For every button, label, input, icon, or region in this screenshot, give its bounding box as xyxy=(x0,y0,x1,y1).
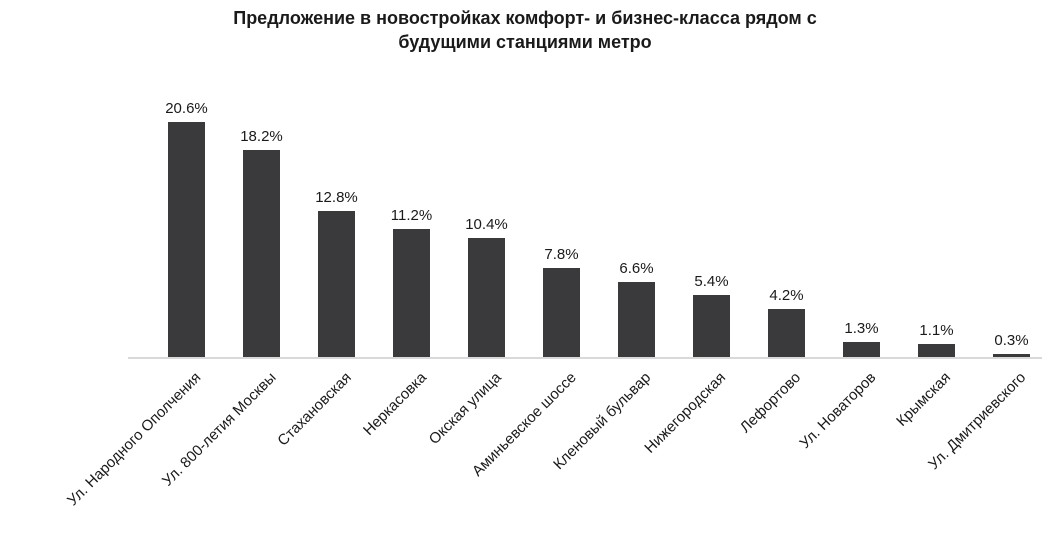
bar-value-label: 11.2% xyxy=(390,207,433,224)
x-axis-label: Стахановская xyxy=(274,369,355,450)
bar-value-label: 1.1% xyxy=(919,322,954,339)
x-axis-label: Крымская xyxy=(893,369,955,430)
x-axis-label: Лефортово xyxy=(737,369,805,437)
bar xyxy=(768,309,805,357)
bar-value-label: 7.8% xyxy=(544,246,579,263)
bar xyxy=(393,229,430,357)
bar-value-label: 20.6% xyxy=(165,100,208,117)
bar-value-label: 4.2% xyxy=(769,287,804,304)
bar xyxy=(993,354,1030,357)
bar-value-label: 12.8% xyxy=(315,189,358,206)
x-axis-line xyxy=(128,357,1042,359)
chart-title: Предложение в новостройках комфорт- и би… xyxy=(0,6,1050,54)
bar-value-label: 5.4% xyxy=(694,273,729,290)
bar-value-label: 0.3% xyxy=(994,332,1029,349)
x-axis-label: Ул. Народного Ополчения xyxy=(64,369,205,510)
bar xyxy=(168,122,205,357)
bar xyxy=(918,344,955,357)
bar xyxy=(318,211,355,357)
x-axis-label: Нижегородская xyxy=(641,369,730,457)
bar-value-label: 1.3% xyxy=(844,320,879,337)
bar xyxy=(843,342,880,357)
bar xyxy=(243,150,280,357)
bar xyxy=(468,238,505,357)
bar xyxy=(543,268,580,357)
x-axis-label: Неркасовка xyxy=(359,369,430,439)
chart-title-line-2: будущими станциями метро xyxy=(398,32,652,52)
bar-value-label: 6.6% xyxy=(619,260,654,277)
x-axis-label: Окская улица xyxy=(425,369,505,448)
bar-value-label: 10.4% xyxy=(465,216,508,233)
bar xyxy=(693,295,730,357)
x-axis-label: Ул. Новаторов xyxy=(796,369,880,452)
bar xyxy=(618,282,655,357)
chart-title-line-1: Предложение в новостройках комфорт- и би… xyxy=(233,8,817,28)
bar-value-label: 18.2% xyxy=(240,128,283,145)
